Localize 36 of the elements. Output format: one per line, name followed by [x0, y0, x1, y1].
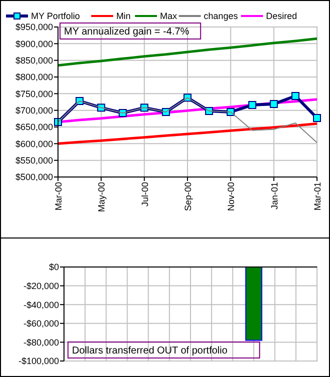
legend-label: changes: [204, 11, 238, 22]
line-series: [56, 37, 318, 67]
annotation: Dollars transferred OUT of portfolio: [72, 346, 228, 356]
x-tick-label: Jul-00: [140, 182, 150, 207]
x-tick-label: Nov-00: [226, 182, 236, 212]
y-tick-label: $550,000: [15, 155, 53, 166]
y-tick-label: $700,000: [15, 105, 53, 116]
legend-label: Desired: [266, 11, 298, 22]
y-tick-label: $750,000: [15, 88, 53, 99]
y-tick-label: $950,000: [15, 22, 53, 32]
y-tick-label: -$100,000: [18, 356, 59, 366]
y-tick-label: $850,000: [15, 55, 53, 66]
x-tick-label: Mar-01: [312, 182, 322, 211]
y-tick-label: $500,000: [15, 172, 53, 182]
x-tick-label: Jan-01: [269, 182, 280, 210]
point: [291, 92, 300, 100]
point: [248, 101, 256, 109]
x-tick-label: Mar-00: [54, 182, 64, 211]
y-tick-label: $650,000: [15, 122, 53, 132]
y-tick-label: $0: [48, 262, 59, 272]
y-tick-label: -$60,000: [23, 318, 59, 329]
point: [270, 100, 278, 108]
point: [313, 114, 321, 122]
y-tick-label: $800,000: [15, 72, 53, 82]
y-tick-label: -$40,000: [23, 300, 59, 310]
y-tick-label: $600,000: [15, 138, 53, 149]
legend-label: Max: [160, 11, 178, 22]
y-tick-label: -$80,000: [23, 337, 59, 348]
legend-label: MY Portfolio: [31, 11, 80, 22]
y-tick-label: $900,000: [15, 38, 53, 49]
line-series: [56, 122, 318, 145]
y-tick-label: -$20,000: [23, 280, 59, 291]
annotation: MY annualized gain = -4.7%: [64, 26, 190, 38]
legend-label: Min: [116, 11, 131, 22]
x-tick-label: Sep-00: [183, 182, 193, 212]
x-tick-label: May-00: [96, 182, 107, 212]
